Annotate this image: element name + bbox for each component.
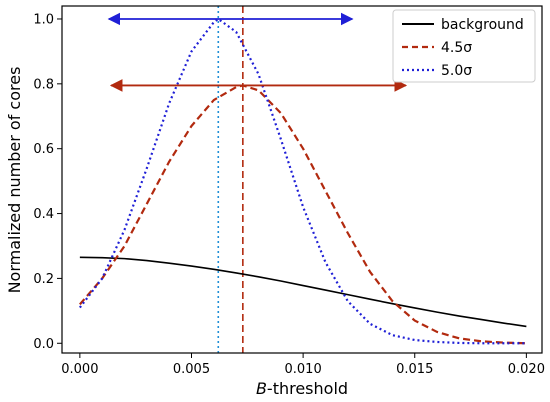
legend-box [392,9,536,83]
plot-frame [61,5,543,354]
x-axis: 0.000 0.005 0.010 0.015 0.020 [61,353,545,377]
y-tick-label: 0.8 [33,77,54,92]
series-line-0 [79,256,527,328]
legend-label-background: background [441,17,524,33]
legend-label-5-0-sigma: 5.0σ [441,63,472,79]
legend-label-4-5-sigma: 4.5σ [441,40,472,56]
y-tick-label: 0.2 [33,272,54,287]
series-line-2 [78,17,527,345]
x-tick-label: 0.005 [173,362,210,377]
x-tick-label: 0.000 [61,362,98,377]
y-tick-label: 0.4 [33,207,54,222]
y-tick-label: 0.0 [33,337,54,352]
y-axis-label: Normalized number of cores [5,67,24,294]
plot-area [78,6,527,353]
series-line-1 [79,84,527,345]
legend: background 4.5σ 5.0σ [392,9,536,83]
y-axis: 0.0 0.2 0.4 0.6 0.8 1.0 [33,12,62,352]
y-tick-label: 1.0 [33,12,54,27]
x-axis-label: B-threshold [256,379,348,398]
y-tick-label: 0.6 [33,142,54,157]
x-tick-label: 0.015 [396,362,433,377]
x-tick-label: 0.010 [285,362,322,377]
x-tick-label: 0.020 [508,362,545,377]
